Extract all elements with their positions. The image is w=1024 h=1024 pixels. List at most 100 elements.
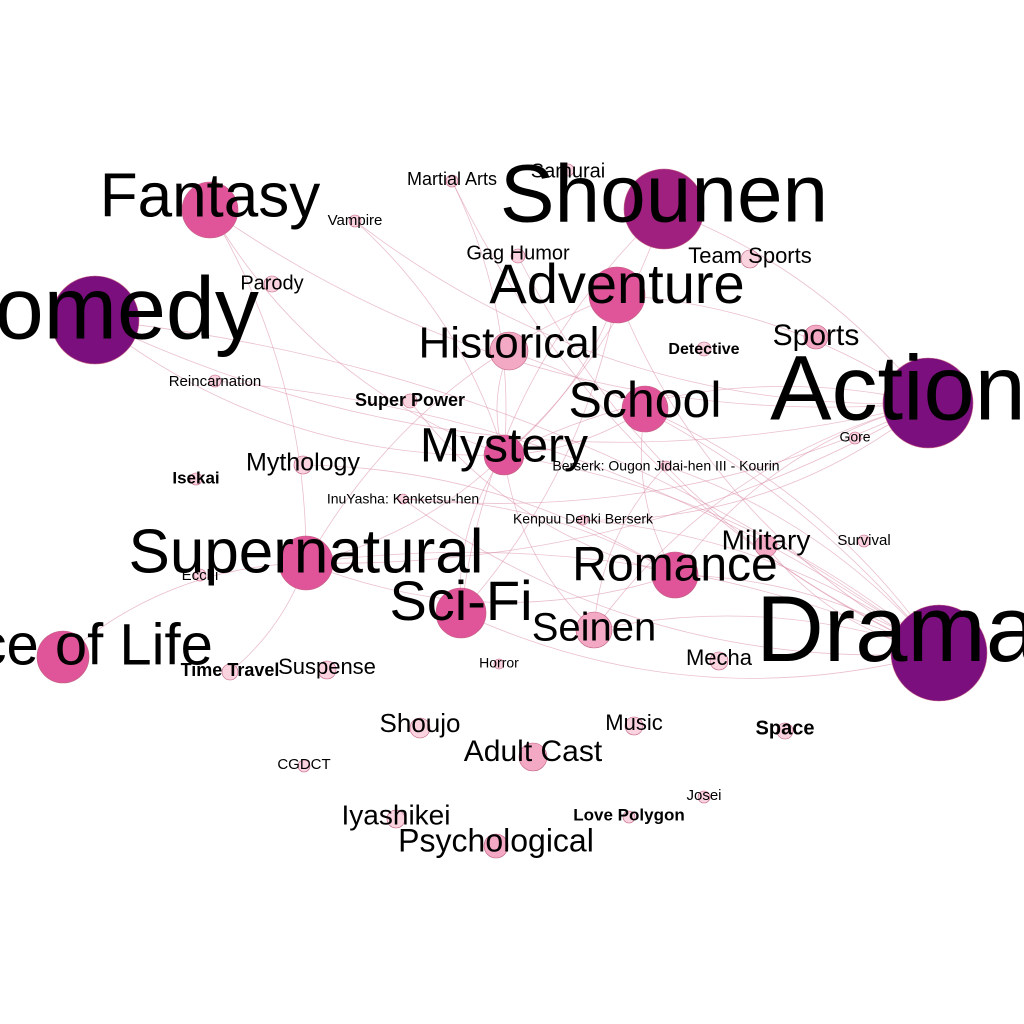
- edge-mystery-drama: [503, 454, 940, 654]
- node-berserk-ougon[interactable]: [660, 460, 672, 472]
- node-label-gore: Gore: [839, 429, 870, 445]
- node-space[interactable]: [776, 722, 794, 740]
- node-label-iyashikei: Iyashikei: [342, 799, 451, 830]
- node-label-team-sports: Team Sports: [688, 243, 812, 268]
- node-isekai[interactable]: [189, 472, 203, 486]
- node-shoujo[interactable]: [409, 717, 431, 739]
- node-label-inuyasha: InuYasha: Kanketsu-hen: [327, 491, 479, 507]
- node-fantasy[interactable]: [181, 181, 239, 239]
- edge-gag-humor-drama: [517, 255, 940, 654]
- node-label-horror: Horror: [479, 655, 519, 671]
- node-kenpuu[interactable]: [577, 514, 589, 526]
- node-sci-fi[interactable]: [435, 587, 487, 639]
- node-sports[interactable]: [803, 324, 829, 350]
- node-label-adult-cast: Adult Cast: [464, 735, 603, 768]
- node-label-vampire: Vampire: [328, 212, 383, 229]
- edge-action-supernatural: [305, 402, 929, 564]
- node-adult-cast[interactable]: [518, 742, 548, 772]
- node-label-time-travel: Time Travel: [181, 660, 280, 680]
- node-gore[interactable]: [848, 431, 862, 445]
- node-super-power[interactable]: [402, 393, 418, 409]
- node-label-adventure: Adventure: [489, 252, 744, 315]
- node-label-reincarnation: Reincarnation: [169, 373, 262, 390]
- node-school[interactable]: [621, 385, 669, 433]
- edge-adventure-drama: [616, 294, 940, 654]
- node-iyashikei[interactable]: [386, 809, 406, 829]
- node-horror[interactable]: [493, 658, 505, 670]
- node-drama[interactable]: [890, 604, 988, 702]
- node-suspense[interactable]: [317, 660, 337, 680]
- edge-fantasy-supernatural: [209, 209, 307, 564]
- node-label-cgdct: CGDCT: [277, 756, 330, 773]
- node-reincarnation[interactable]: [208, 374, 222, 388]
- node-cgdct[interactable]: [297, 759, 311, 773]
- node-label-berserk-ougon: Berserk: Ougon Jidai-hen III - Kourin: [552, 458, 779, 474]
- node-seinen[interactable]: [575, 611, 613, 649]
- node-military[interactable]: [754, 534, 778, 558]
- edge-inuyasha-drama: [402, 498, 940, 656]
- node-detective[interactable]: [696, 341, 712, 357]
- node-label-comedy: Comedy: [0, 258, 259, 357]
- edge-vampire-action: [354, 220, 929, 405]
- node-label-school: School: [569, 372, 722, 428]
- edge-supernatural-drama: [305, 551, 940, 654]
- node-josei[interactable]: [697, 790, 711, 804]
- edge-adventure-sci-fi: [460, 294, 618, 614]
- edge-action-seinen: [593, 402, 929, 631]
- node-slice-of-life[interactable]: [36, 630, 90, 684]
- node-label-love-polygon: Love Polygon: [573, 805, 684, 824]
- node-label-kenpuu: Kenpuu Denki Berserk: [513, 511, 654, 527]
- edge-comedy-drama: [94, 319, 940, 654]
- node-samurai[interactable]: [561, 163, 575, 177]
- node-label-mystery: Mystery: [420, 420, 588, 473]
- node-label-historical: Historical: [419, 319, 600, 368]
- edge-super-power-romance: [409, 400, 676, 576]
- node-label-military: Military: [722, 524, 811, 555]
- node-label-parody: Parody: [240, 272, 303, 294]
- node-gag-humor[interactable]: [510, 248, 526, 264]
- node-label-shounen: Shounen: [500, 149, 828, 240]
- node-label-space: Space: [756, 717, 815, 739]
- node-love-polygon[interactable]: [622, 810, 636, 824]
- node-mystery[interactable]: [483, 434, 525, 476]
- node-mythology[interactable]: [293, 455, 313, 475]
- node-martial-arts[interactable]: [445, 174, 459, 188]
- edge-layer: [62, 180, 940, 679]
- node-action[interactable]: [882, 357, 974, 449]
- edge-comedy-mystery: [94, 319, 505, 456]
- node-label-supernatural: Supernatural: [128, 517, 483, 586]
- node-ecchi[interactable]: [193, 568, 207, 582]
- edge-kenpuu-action: [582, 402, 929, 521]
- node-label-sports: Sports: [773, 319, 860, 352]
- edge-school-drama: [644, 408, 940, 654]
- edge-vampire-mystery: [354, 220, 505, 456]
- node-time-travel[interactable]: [221, 663, 239, 681]
- node-label-shoujo: Shoujo: [380, 708, 461, 738]
- node-label-sci-fi: Sci-Fi: [389, 569, 532, 632]
- node-mecha[interactable]: [709, 651, 729, 671]
- node-comedy[interactable]: [50, 275, 140, 365]
- node-romance[interactable]: [651, 551, 699, 599]
- node-survival[interactable]: [857, 534, 871, 548]
- edge-martial-arts-mystery: [451, 180, 507, 456]
- node-label-isekai: Isekai: [172, 468, 219, 487]
- node-label-fantasy: Fantasy: [100, 161, 321, 230]
- node-parody[interactable]: [263, 275, 281, 293]
- node-music[interactable]: [624, 716, 644, 736]
- edge-shounen-sci-fi: [460, 208, 665, 614]
- edge-action-mystery: [503, 386, 929, 456]
- node-supernatural[interactable]: [278, 535, 334, 591]
- node-adventure[interactable]: [588, 266, 646, 324]
- edge-supernatural-slice-of-life: [62, 562, 307, 658]
- node-shounen[interactable]: [623, 168, 705, 250]
- edge-kenpuu-drama: [582, 519, 940, 654]
- node-inuyasha[interactable]: [397, 493, 409, 505]
- edge-fantasy-mystery: [209, 209, 505, 456]
- node-psychological[interactable]: [483, 833, 509, 859]
- node-historical[interactable]: [489, 331, 529, 371]
- node-vampire[interactable]: [348, 214, 362, 228]
- node-team-sports[interactable]: [740, 249, 760, 269]
- node-label-drama: Drama: [756, 576, 1024, 681]
- edge-mystery-supernatural: [305, 454, 505, 564]
